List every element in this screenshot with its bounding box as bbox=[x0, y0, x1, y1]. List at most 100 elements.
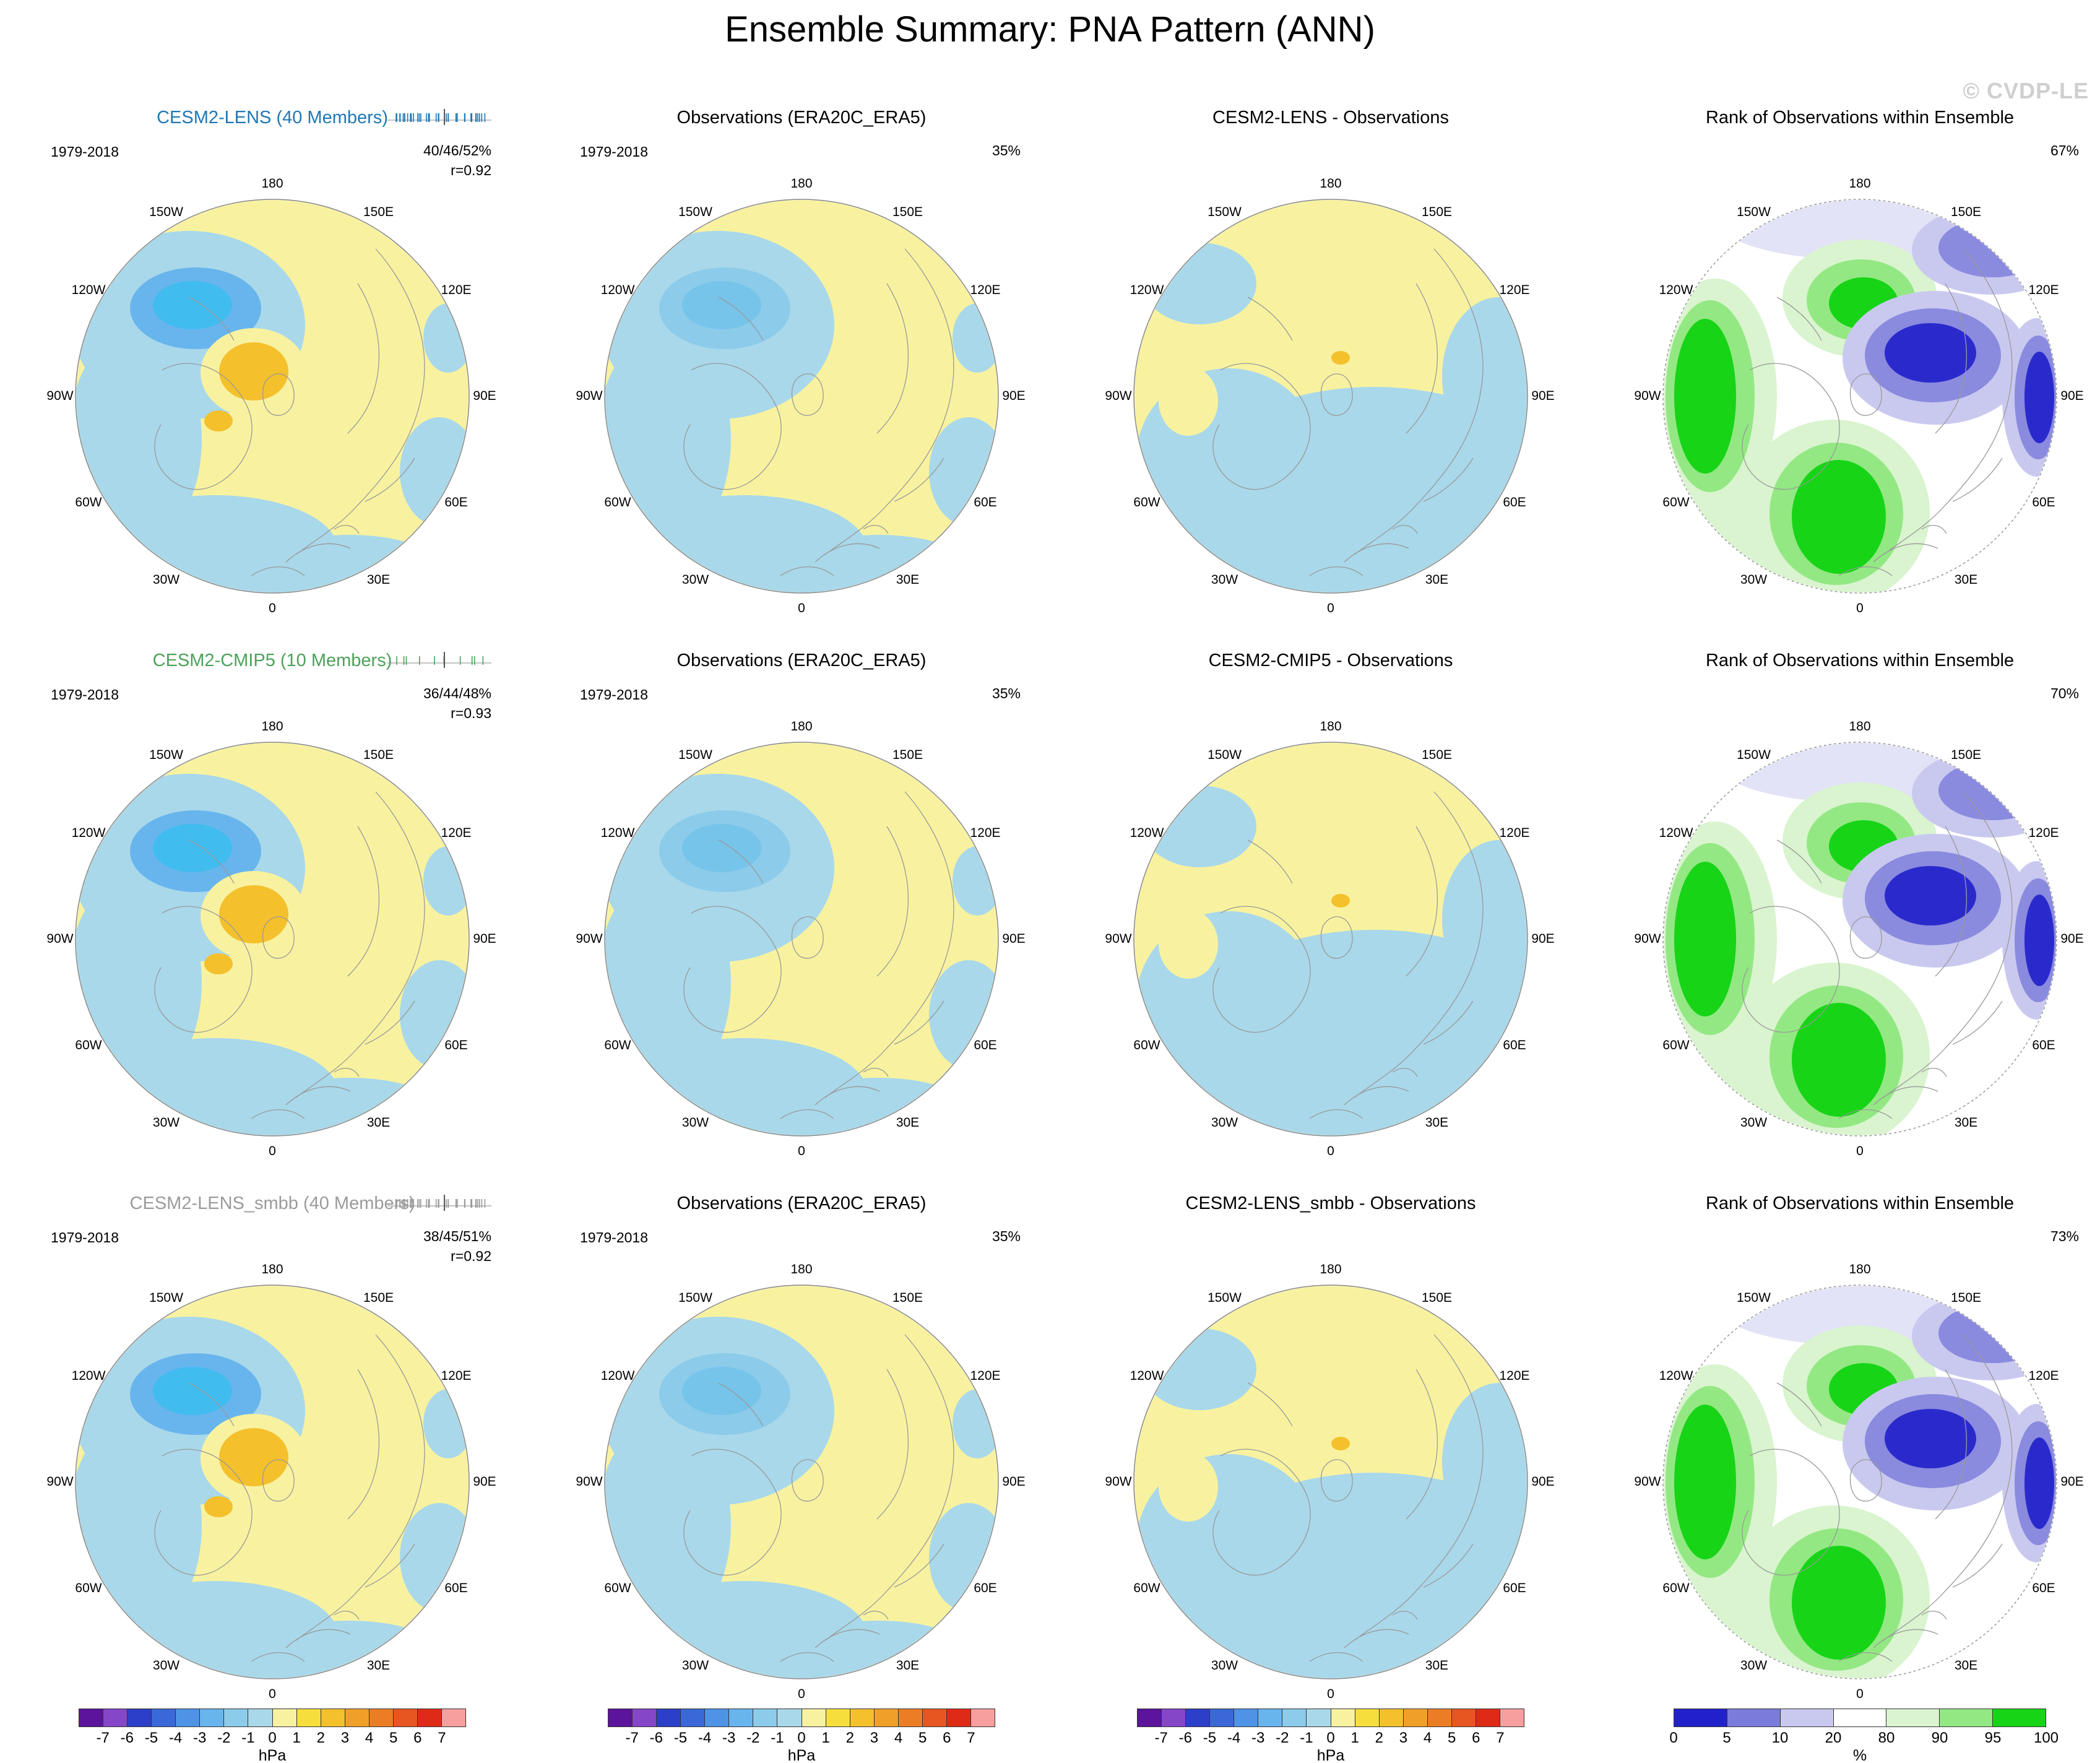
panel-rank: Rank of Observations within Ensemble 70%… bbox=[1625, 642, 2095, 1174]
lon-label-150W: 150W bbox=[678, 748, 712, 762]
lon-label-60W: 60W bbox=[604, 1037, 631, 1052]
panel-difference: CESM2-CMIP5 - Observations 180 150E 120E 90… bbox=[1095, 642, 1566, 1174]
period-label: 1979-2018 bbox=[580, 1229, 648, 1245]
panel-title: Rank of Observations within Ensemble bbox=[1705, 651, 2015, 670]
lon-label-120E: 120E bbox=[441, 1368, 472, 1383]
lon-label-60W: 60W bbox=[604, 495, 631, 509]
lon-label-60E: 60E bbox=[2032, 1037, 2055, 1052]
colorbar-unit: hPa bbox=[1316, 1747, 1345, 1763]
lon-label-150E: 150E bbox=[892, 205, 923, 219]
panel-title: CESM2-LENS (40 Members) bbox=[157, 108, 388, 128]
colorbar-tick: -5 bbox=[673, 1730, 688, 1746]
lon-label-30E: 30E bbox=[366, 1658, 391, 1673]
colorbar-tick: 6 bbox=[943, 1730, 951, 1746]
lon-label-60W: 60W bbox=[75, 1037, 102, 1052]
period-label: 1979-2018 bbox=[51, 687, 119, 703]
colorbar-segment bbox=[248, 1709, 272, 1726]
lon-label-0: 0 bbox=[798, 601, 805, 615]
colorbar-tick: -5 bbox=[1203, 1730, 1217, 1746]
correlation-stat: r=0.93 bbox=[451, 705, 491, 721]
lon-label-150W: 150W bbox=[149, 205, 183, 219]
colorbar-tick: 1 bbox=[821, 1730, 830, 1746]
colorbar-tick: 7 bbox=[967, 1730, 975, 1746]
lon-label-30E: 30E bbox=[1425, 1658, 1449, 1673]
colorbar-strip bbox=[608, 1709, 995, 1727]
polar-map-difference bbox=[1126, 1278, 1535, 1686]
lon-label-90W: 90W bbox=[1105, 1475, 1132, 1489]
lon-label-30W: 30W bbox=[681, 1658, 709, 1673]
colorbar-tick: 0 bbox=[797, 1730, 806, 1746]
colorbar-segment bbox=[1306, 1709, 1331, 1726]
lon-label-60E: 60E bbox=[444, 1037, 468, 1052]
colorbar-segment bbox=[777, 1709, 802, 1726]
polar-map-observations bbox=[597, 192, 1006, 600]
lon-label-30E: 30E bbox=[896, 1115, 920, 1130]
lon-label-0: 0 bbox=[1856, 1144, 1864, 1158]
lon-label-120E: 120E bbox=[441, 282, 472, 297]
colorbar-unit: % bbox=[1852, 1747, 1867, 1763]
lon-label-120E: 120E bbox=[1499, 825, 1530, 840]
polar-map-model bbox=[68, 735, 477, 1143]
colorbar-segment bbox=[151, 1709, 176, 1726]
panel-rank: Rank of Observations within Ensemble 67%… bbox=[1625, 99, 2095, 631]
lon-label-90W: 90W bbox=[576, 1475, 603, 1489]
lon-label-30W: 30W bbox=[1211, 573, 1238, 587]
colorbar-tick: -7 bbox=[1154, 1730, 1168, 1746]
cvdp-watermark: © CVDP-LE bbox=[1963, 78, 2089, 103]
lon-label-120W: 120W bbox=[71, 282, 106, 297]
variance-stat: 35% bbox=[992, 142, 1021, 158]
lon-label-90W: 90W bbox=[1634, 1475, 1661, 1489]
panel-rank: Rank of Observations within Ensemble 73%… bbox=[1625, 1185, 2095, 1717]
colorbar-tick: -4 bbox=[1227, 1730, 1241, 1746]
lon-label-120E: 120E bbox=[2028, 825, 2059, 840]
colorbar-tick: 3 bbox=[1399, 1730, 1408, 1746]
lon-label-180: 180 bbox=[261, 176, 283, 191]
lon-label-120W: 120W bbox=[71, 825, 106, 840]
lon-label-150E: 150E bbox=[1950, 1291, 1982, 1305]
colorbar-hpa: -7 -6 -5 -4 -3 -2 -1 0 1 2 3 4 5 6 7 hPa bbox=[608, 1709, 995, 1763]
colorbar-segment bbox=[296, 1709, 321, 1726]
colorbar-segment bbox=[344, 1709, 369, 1726]
polar-map-model bbox=[68, 192, 477, 600]
polar-map-difference bbox=[1126, 192, 1535, 600]
panel-title: Rank of Observations within Ensemble bbox=[1705, 108, 2015, 128]
colorbar-tick: 7 bbox=[1496, 1730, 1505, 1746]
colorbar-tick: 6 bbox=[413, 1730, 422, 1746]
colorbar-segment bbox=[1499, 1709, 1524, 1726]
colorbar-segment bbox=[825, 1709, 850, 1726]
lon-label-90E: 90E bbox=[473, 389, 496, 403]
lon-label-30W: 30W bbox=[1740, 1658, 1768, 1673]
lon-label-120E: 120E bbox=[970, 825, 1001, 840]
polar-map-difference bbox=[1126, 735, 1535, 1143]
colorbar-unit: hPa bbox=[258, 1747, 287, 1763]
variance-stat: 35% bbox=[992, 1228, 1021, 1244]
lon-label-90E: 90E bbox=[473, 932, 496, 946]
lon-label-90W: 90W bbox=[46, 932, 74, 946]
correlation-stat: r=0.92 bbox=[451, 162, 491, 178]
colorbar-segment bbox=[656, 1709, 681, 1726]
lon-label-30E: 30E bbox=[1425, 573, 1449, 587]
colorbar-tick: 2 bbox=[1375, 1730, 1383, 1746]
lon-label-120W: 120W bbox=[71, 1368, 106, 1383]
lon-label-120W: 120W bbox=[1130, 1368, 1164, 1383]
colorbar-tick: 4 bbox=[365, 1730, 374, 1746]
panel-cesm2-lens-smbb-mean: CESM2-LENS_smbb (40 Members) 1979-2018 3… bbox=[37, 1185, 508, 1717]
colorbar-tick: 10 bbox=[1771, 1730, 1789, 1746]
colorbar-segment bbox=[320, 1709, 345, 1726]
colorbar-segment bbox=[127, 1709, 152, 1726]
lon-label-90W: 90W bbox=[46, 389, 74, 403]
lon-label-0: 0 bbox=[798, 1687, 805, 1701]
period-label: 1979-2018 bbox=[580, 144, 648, 160]
colorbar-tick: 7 bbox=[438, 1730, 446, 1746]
colorbar-tick: 4 bbox=[894, 1730, 903, 1746]
lon-label-60E: 60E bbox=[1503, 1580, 1526, 1595]
lon-label-90E: 90E bbox=[1531, 1475, 1555, 1489]
panel-title: Observations (ERA20C_ERA5) bbox=[676, 108, 927, 128]
lon-label-180: 180 bbox=[1320, 1262, 1342, 1276]
colorbar-tick: 4 bbox=[1423, 1730, 1432, 1746]
lon-label-150W: 150W bbox=[149, 1291, 183, 1305]
lon-label-150W: 150W bbox=[1208, 205, 1242, 219]
lon-label-120E: 120E bbox=[1499, 1368, 1530, 1383]
colorbar-tick: -7 bbox=[96, 1730, 110, 1746]
